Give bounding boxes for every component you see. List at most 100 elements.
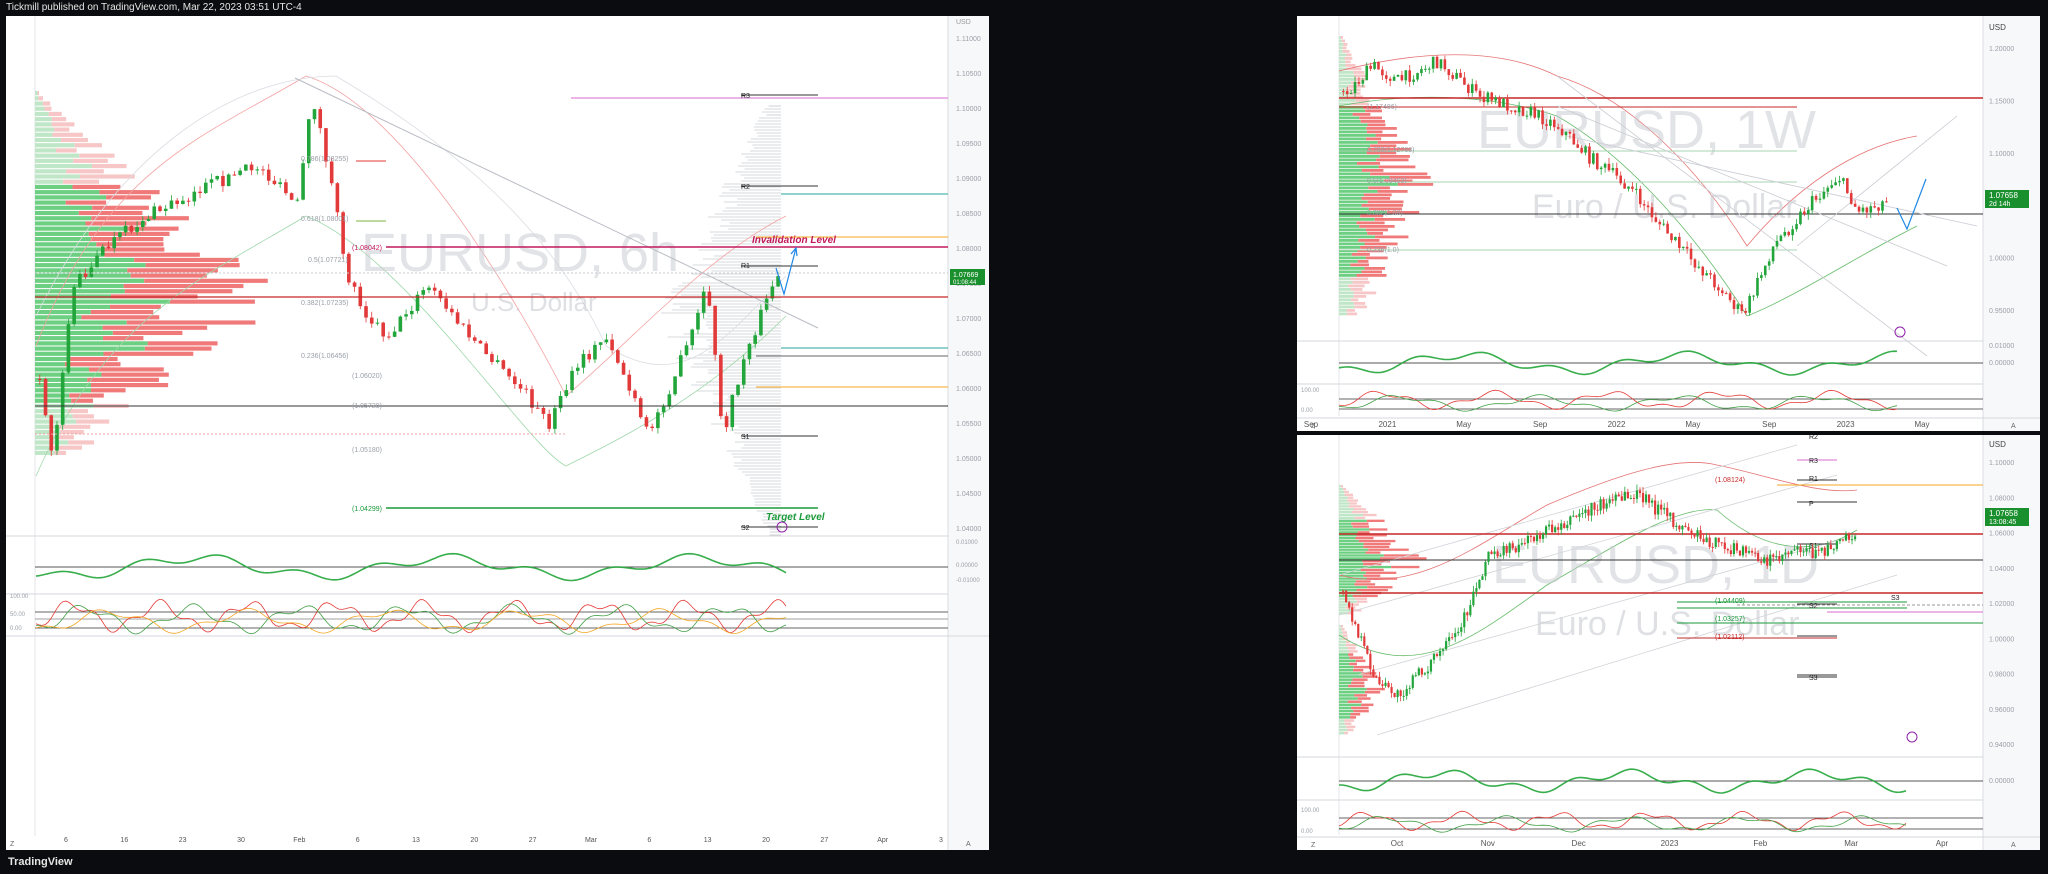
volume-profile-bar: [1348, 684, 1365, 688]
volume-profile-bar: [145, 263, 240, 268]
volume-profile-bar: [1339, 612, 1348, 615]
volume-profile-bar: [35, 362, 65, 367]
volume-profile-bar: [1339, 554, 1384, 557]
volume-profile-bar: [1339, 505, 1349, 508]
oscillator-tick-label: 0.00000: [1989, 778, 2014, 785]
currency-label: USD: [1989, 440, 2006, 449]
volume-profile-bar: [1339, 239, 1359, 242]
volume-profile-bar: [1357, 531, 1370, 534]
volume-profile-bar: [88, 231, 170, 236]
candle-body: [186, 200, 191, 202]
candle-body: [1482, 96, 1486, 103]
candle-body: [1638, 188, 1642, 205]
alert-icon[interactable]: [1906, 731, 1918, 743]
candle-body: [1537, 110, 1540, 118]
candle-body: [1511, 543, 1514, 549]
time-axis-6h[interactable]: 6 16 23 30 Feb 6 13 20 27 Mar 6 13 20 27 Apr 3: [64, 837, 943, 844]
timezone-z-button[interactable]: Z: [10, 841, 15, 848]
volume-profile-bar: [1355, 597, 1367, 600]
candle-body: [1365, 65, 1369, 81]
candle-body: [1850, 539, 1854, 541]
candle-body: [427, 287, 431, 291]
alert-icon[interactable]: [776, 521, 788, 533]
candle-body: [1805, 548, 1808, 552]
price-tick-label: 1.10000: [1989, 151, 2014, 158]
volume-profile-bar: [35, 237, 91, 242]
candle-body: [1381, 69, 1384, 76]
price-tick-label: 1.10500: [956, 71, 981, 78]
watermark-description: Euro / U.S. Dollar: [1535, 605, 1800, 643]
volume-profile-bar: [1347, 499, 1358, 502]
volume-profile-bar: [1366, 687, 1385, 691]
volume-profile-bar: [1339, 141, 1378, 144]
chart-1d-svg[interactable]: EURUSD, 1D Euro / U.S. Dollar R3 R1 P S1…: [1297, 435, 2040, 850]
candle-body: [1787, 552, 1790, 555]
timezone-z-button[interactable]: Z: [1311, 842, 1316, 849]
volume-profile-bar: [1358, 539, 1396, 543]
volume-profile-bar: [1339, 706, 1352, 710]
candle-body: [1554, 527, 1557, 533]
volume-profile-bar: [1346, 67, 1362, 71]
candle-body: [175, 200, 179, 204]
volume-profile-bar: [69, 393, 104, 398]
price-tick-label: 1.04500: [956, 491, 981, 498]
volume-profile-bar: [1339, 242, 1365, 246]
volume-profile-bar: [1339, 522, 1352, 525]
volume-profile-bar: [1344, 57, 1353, 60]
timezone-z-button[interactable]: Z: [1311, 423, 1316, 430]
tradingview-logo[interactable]: TradingView: [8, 856, 73, 868]
volume-profile-bar: [1351, 681, 1365, 685]
volume-profile-bar: [1339, 57, 1345, 60]
candle-body: [1399, 690, 1402, 696]
candle-body: [610, 339, 614, 351]
candle-body: [1466, 612, 1469, 616]
time-axis-1d[interactable]: Oct Nov Dec 2023 Feb Mar Apr: [1391, 839, 1949, 848]
autoscale-a-button[interactable]: A: [2011, 423, 2016, 430]
candle-body: [1623, 183, 1626, 189]
candle-body: [1472, 591, 1475, 606]
alert-icon[interactable]: [1894, 326, 1906, 338]
candle-body: [141, 220, 145, 228]
descending-trendline[interactable]: [294, 77, 819, 329]
chart-panel-1d[interactable]: EURUSD, 1D Euro / U.S. Dollar R3 R1 P S1…: [1297, 435, 2040, 850]
price-axis-1d[interactable]: 1.10000 1.08000 1.06000 1.04000 1.02000 1.000…: [1989, 460, 2014, 749]
candle-body: [1552, 119, 1556, 128]
volume-profile-bar: [1362, 513, 1377, 517]
volume-profile-bar: [124, 289, 233, 294]
candle-body: [1834, 182, 1837, 186]
volume-profile-bar: [112, 330, 183, 336]
candle-body: [1490, 551, 1493, 555]
candle-body: [1435, 654, 1439, 656]
candle-body: [1663, 507, 1666, 510]
chart-panel-1w[interactable]: EURUSD, 1W Euro / U.S. Dollar (1.17486) 0…: [1297, 16, 2040, 431]
candle-body: [1342, 91, 1345, 93]
autoscale-a-button[interactable]: A: [2011, 842, 2016, 849]
volume-profile-bar: [1345, 606, 1356, 609]
volume-profile-bar: [1339, 197, 1362, 200]
candle-body: [1660, 504, 1663, 510]
candle-body: [1351, 607, 1354, 622]
upper-band: [35, 75, 787, 397]
projection-arrow[interactable]: [1896, 178, 1927, 231]
candle-body: [1766, 557, 1769, 566]
last-price-tag: [1985, 508, 2029, 526]
candle-body: [1877, 207, 1880, 211]
volume-profile-bar: [1339, 728, 1348, 732]
chart-panel-6h[interactable]: EURUSD, 6h U.S. Dollar R3 R2 R1 S1 S2 In…: [6, 16, 989, 850]
candle-body: [678, 355, 683, 377]
candle-body: [495, 360, 500, 363]
volume-profile-bar: [1350, 713, 1361, 716]
chart-6h-svg[interactable]: EURUSD, 6h U.S. Dollar R3 R2 R1 S1 S2 In…: [6, 16, 989, 850]
volume-profile-bar: [35, 398, 72, 403]
projection-arrow[interactable]: [775, 247, 797, 297]
chart-1w-svg[interactable]: EURUSD, 1W Euro / U.S. Dollar (1.17486)0…: [1297, 16, 2040, 431]
volume-profile-bar: [1347, 612, 1353, 615]
time-tick-label: 23: [179, 837, 187, 844]
autoscale-a-button[interactable]: A: [966, 841, 971, 848]
last-price-value: 1.07658: [1989, 509, 2018, 518]
volume-profile-bar: [123, 283, 244, 289]
time-axis-1w[interactable]: Sep 2021 May Sep 2022 May Sep 2023 May: [1304, 420, 1930, 429]
candle-body: [1705, 537, 1708, 543]
volume-profile-bar: [35, 445, 52, 450]
volume-profile-bar: [102, 336, 144, 341]
